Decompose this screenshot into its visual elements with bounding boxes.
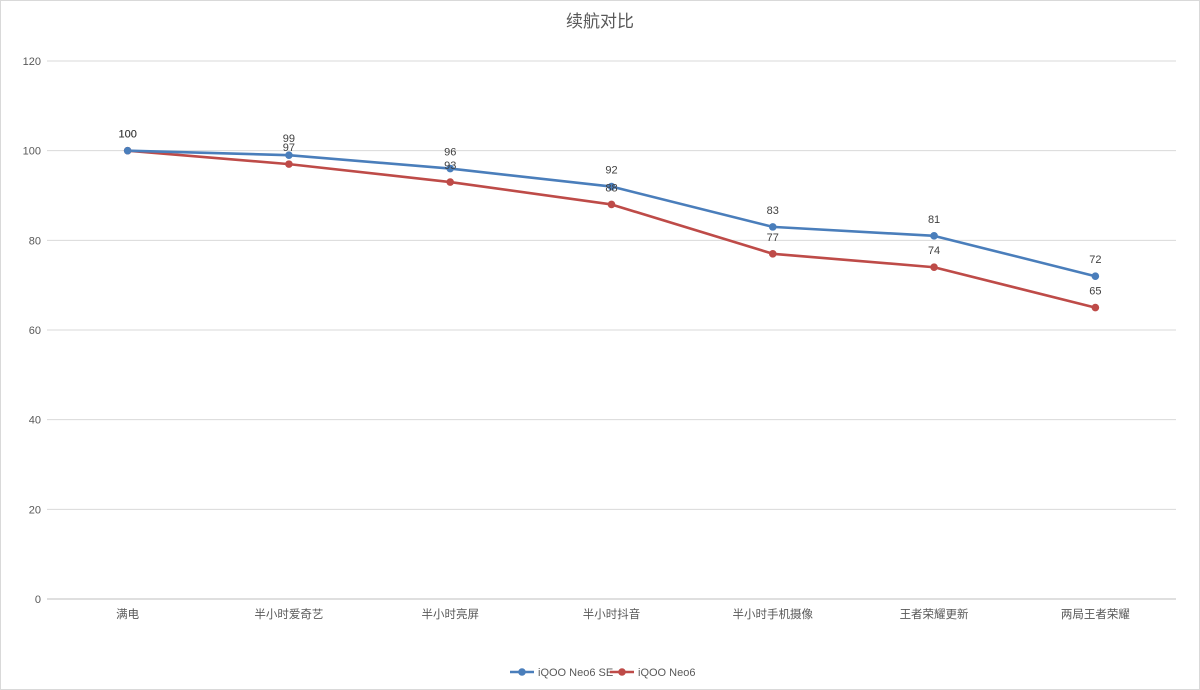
x-tick-label: 半小时手机摄像	[733, 607, 814, 621]
data-label: 81	[928, 214, 940, 226]
data-label: 83	[767, 205, 779, 217]
data-point	[1091, 303, 1100, 312]
x-axis: 满电 半小时爱奇艺 半小时亮屏 半小时抖音 半小时手机摄像 王者荣耀更新 两局王者荣耀	[116, 607, 1130, 621]
data-point	[607, 200, 616, 209]
data-label: 100	[118, 129, 136, 141]
data-label: 100	[118, 129, 136, 141]
data-point	[446, 178, 455, 186]
data-point	[446, 164, 455, 173]
data-point	[123, 146, 132, 155]
legend-swatch-marker	[518, 668, 526, 676]
data-point	[930, 232, 938, 240]
data-label: 96	[444, 147, 456, 159]
data-label: 72	[1089, 254, 1101, 266]
data-point	[607, 182, 616, 191]
data-point	[930, 263, 938, 272]
data-label: 92	[605, 165, 617, 177]
data-point	[768, 223, 777, 231]
data-label: 77	[767, 232, 779, 244]
series-layer	[123, 146, 1100, 312]
gridlines	[47, 60, 1176, 600]
legend-swatch-marker	[618, 668, 626, 676]
data-label: 65	[1089, 286, 1101, 298]
data-label: 99	[283, 133, 295, 145]
x-tick-label: 满电	[116, 607, 139, 621]
y-tick-label: 100	[23, 146, 41, 158]
data-point	[1091, 272, 1100, 281]
data-label: 97	[283, 142, 295, 154]
y-tick-label: 40	[29, 415, 41, 427]
data-point	[768, 249, 777, 258]
x-tick-label: 王者荣耀更新	[900, 607, 969, 621]
chart-title: 续航对比	[566, 12, 634, 32]
data-label: 88	[605, 182, 617, 194]
data-point	[285, 151, 293, 159]
x-tick-label: 两局王者荣耀	[1061, 607, 1130, 621]
legend-label: iQOO Neo6 SE	[538, 667, 613, 679]
y-axis: 0 20 40 60 80 100 120	[23, 56, 41, 606]
legend-label: iQOO Neo6	[638, 667, 695, 679]
data-label: 93	[444, 160, 456, 172]
x-tick-label: 半小时抖音	[583, 607, 641, 621]
data-label: 74	[928, 245, 940, 257]
legend: iQOO Neo6 SE iQOO Neo6	[510, 667, 695, 679]
y-tick-label: 80	[29, 235, 41, 247]
y-tick-label: 120	[23, 56, 41, 68]
y-tick-label: 0	[35, 594, 41, 606]
data-point	[285, 160, 293, 168]
y-tick-label: 20	[29, 504, 41, 516]
x-tick-label: 半小时爱奇艺	[254, 607, 323, 621]
x-tick-label: 半小时亮屏	[421, 607, 479, 621]
y-tick-label: 60	[29, 325, 41, 337]
